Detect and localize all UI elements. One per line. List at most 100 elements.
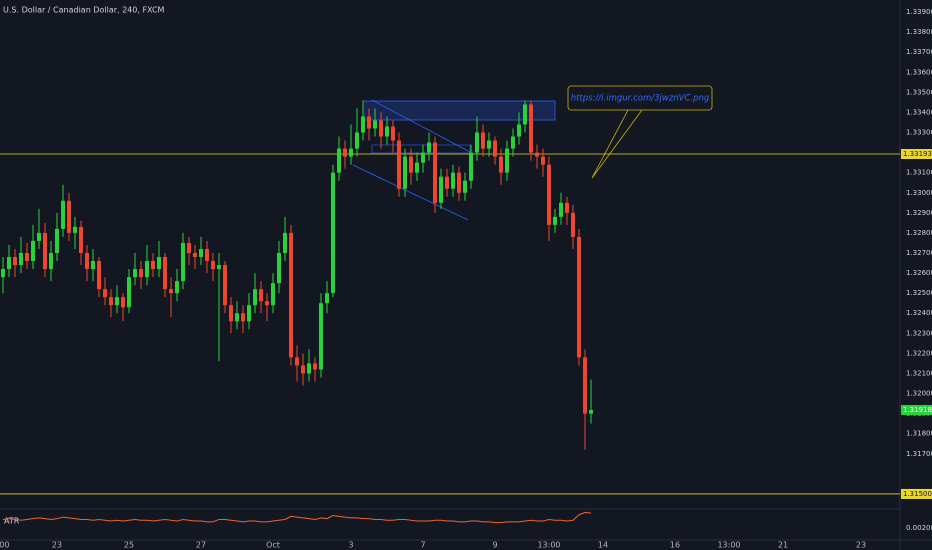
x-tick-label: 27 [196,541,206,550]
candle-body [535,152,539,157]
candle-body [403,156,407,189]
y-tick-label: 1.32100 [906,369,932,377]
candle-body [481,132,485,149]
candle-body [181,242,185,282]
candle-body [121,297,125,308]
candle-body [127,277,131,308]
candle-body [427,142,431,153]
x-tick-label: 23 [856,541,866,550]
candle-body [325,293,329,304]
candle-body [331,172,335,294]
candle-body [295,357,299,366]
y-tick-label: 1.33400 [906,108,932,116]
candle-body [151,261,155,270]
candle-body [91,261,95,270]
price-level-tag [901,488,932,499]
candle-body [157,257,161,270]
indicator-label: ATR [4,517,20,526]
y-tick-label: 1.32700 [906,249,932,257]
price-level-tag [901,149,932,160]
callout-text: https://i.imgur.com/3jwznVC.png [571,94,710,104]
atr-line [2,511,592,524]
candle-body [133,269,137,278]
candle-body [289,232,293,358]
candle-body [379,120,383,137]
candle-body [229,305,233,322]
candle-body [31,240,35,262]
candle-body [97,261,101,290]
y-tick-label: 1.32500 [906,289,932,297]
callout-box [567,85,713,111]
candle-body [259,289,263,302]
y-tick-label: 1.32900 [906,209,932,217]
channel-line [352,164,469,221]
candle-body [43,232,47,270]
candle-body [367,116,371,129]
y-tick-label: 1.32000 [906,390,932,398]
y-tick-label: 1.33700 [906,48,932,56]
candle-body [73,226,77,233]
candle-body [571,212,575,237]
candle-body [517,124,521,137]
candle-body [493,140,497,157]
candle-body [313,363,317,370]
y-tick-label: 1.33300 [906,129,932,137]
candle-body [163,257,167,290]
y-tick-label: 1.32400 [906,309,932,317]
candle-body [577,236,581,358]
candle-body [487,140,491,149]
candle-body [373,120,377,129]
candle-body [469,152,473,181]
x-tick-label: 25 [124,541,134,550]
candle-body [85,252,89,270]
x-tick-label: 3 [348,541,353,550]
candle-body [115,297,119,306]
y-tick-label: 1.32800 [906,229,932,237]
y-tick-label: 1.33900 [906,8,932,16]
y-tick-label: 1.33100 [906,169,932,177]
y-tick-label: 1.32300 [906,329,932,337]
candle-body [37,232,41,241]
y-tick-label: 1.33800 [906,28,932,36]
candle-body [409,156,413,173]
candle-body [25,252,29,262]
x-tick-label: 7 [420,541,425,550]
candle-body [55,228,59,253]
candle-body [385,126,389,137]
candle-body [361,116,365,133]
y-tick-label: 1.31800 [906,430,932,438]
candle-body [433,142,437,203]
candle-body [319,303,323,370]
candle-body [103,289,107,298]
candle-body [7,257,11,270]
last-price-tag [901,405,932,416]
candle-body [19,252,23,266]
candle-body [61,200,65,229]
candle-body [505,148,509,173]
candle-body [211,261,215,270]
candle-body [145,261,149,278]
price-level-label: 1.31500 [903,490,932,498]
candle-body [559,202,563,217]
candle-body [415,162,419,173]
x-tick-label: 21 [778,541,788,550]
x-tick-label: 16 [670,541,680,550]
channel-line [371,99,471,153]
atr-tick-label: 0.00200 [906,524,932,532]
candle-body [283,232,287,253]
x-tick-label: 23 [52,541,62,550]
x-tick-label: :00 [0,541,9,550]
candle-body [451,172,455,189]
x-tick-label: 14 [598,541,608,550]
candle-body [397,140,401,189]
candle-body [439,176,443,203]
candle-body [541,156,545,165]
last-price-label: 1.31918 [903,406,932,414]
candle-body [589,410,593,414]
candle-body [421,152,425,163]
candle-body [529,104,533,153]
candle-body [337,148,341,173]
